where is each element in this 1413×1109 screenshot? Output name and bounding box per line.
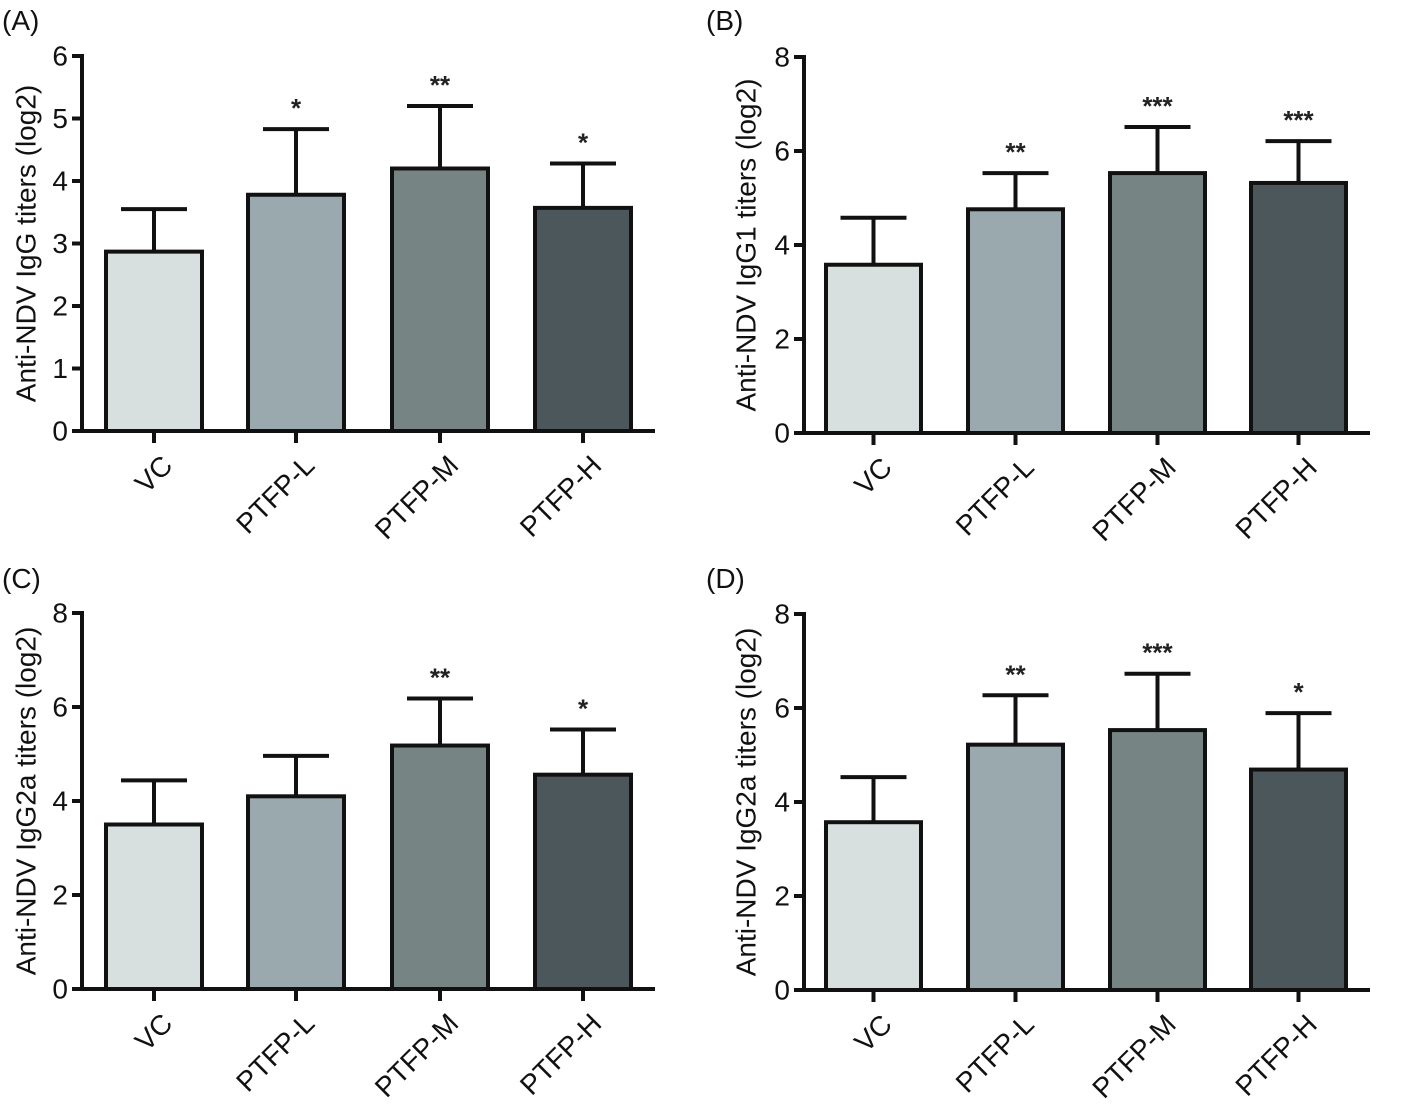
- panel-letter: (C): [2, 563, 41, 594]
- x-tick-label: PTFP-L: [950, 451, 1040, 541]
- significance-marker: *: [578, 694, 589, 724]
- bar-ptfp-m: [390, 166, 490, 433]
- y-tick-label: 0: [52, 416, 68, 447]
- bar-ptfp-l: [246, 794, 346, 991]
- y-tick-label: 2: [52, 880, 68, 911]
- y-tick-label: 2: [774, 324, 790, 355]
- bar-vc: [104, 822, 204, 991]
- significance-marker: **: [1005, 659, 1026, 689]
- y-tick-label: 6: [52, 692, 68, 723]
- y-tick-label: 0: [52, 974, 68, 1005]
- x-tick-label: PTFP-H: [1229, 1008, 1322, 1101]
- y-tick-label: 6: [52, 41, 68, 72]
- y-tick-label: 4: [52, 786, 68, 817]
- bar-ptfp-m: [1108, 728, 1207, 993]
- y-tick-label: 4: [774, 787, 790, 818]
- chart-panel-b: (B) Anti-NDV IgG1 titers (log2) VC ** PTFP-L…: [706, 5, 1370, 547]
- x-tick-label: VC: [848, 451, 897, 500]
- x-tick-label: PTFP-M: [1086, 1008, 1182, 1104]
- y-tick-label: 2: [52, 291, 68, 322]
- bar-ptfp-h: [533, 772, 633, 991]
- y-axis-label: Anti-NDV IgG1 titers (log2): [731, 79, 762, 412]
- significance-marker: **: [430, 70, 451, 100]
- y-tick-label: 5: [52, 103, 68, 134]
- y-tick-label: 2: [774, 881, 790, 912]
- bar-ptfp-m: [1108, 171, 1207, 435]
- bar-ptfp-l: [966, 207, 1065, 435]
- x-tick-label: PTFP-L: [230, 449, 320, 539]
- y-axis-label: Anti-NDV IgG2a titers (log2): [11, 627, 42, 976]
- y-tick-label: 4: [52, 166, 68, 197]
- chart-panel-d: (D) Anti-NDV IgG2a titers (log2) VC ** PTFP-…: [706, 563, 1370, 1104]
- x-tick-label: PTFP-H: [514, 1007, 607, 1100]
- significance-marker: **: [1005, 137, 1026, 167]
- x-tick-label: PTFP-H: [1229, 451, 1322, 544]
- y-tick-label: 8: [774, 42, 790, 73]
- panel-letter: (A): [2, 5, 39, 36]
- significance-marker: ***: [1142, 91, 1173, 121]
- y-tick-label: 6: [774, 136, 790, 167]
- bar-ptfp-h: [533, 205, 633, 433]
- x-tick-label: PTFP-L: [230, 1007, 320, 1097]
- significance-marker: **: [430, 663, 451, 693]
- bar-ptfp-l: [246, 192, 346, 433]
- bar-ptfp-m: [390, 743, 490, 991]
- y-tick-label: 0: [774, 418, 790, 449]
- x-tick-label: VC: [129, 1007, 178, 1056]
- x-tick-label: PTFP-M: [1086, 451, 1182, 547]
- x-tick-label: PTFP-M: [369, 449, 465, 545]
- y-tick-label: 8: [774, 599, 790, 630]
- x-tick-label: PTFP-L: [950, 1008, 1040, 1098]
- panel-letter: (D): [706, 563, 745, 594]
- y-tick-label: 8: [52, 598, 68, 629]
- x-tick-label: PTFP-M: [369, 1007, 465, 1103]
- y-tick-label: 0: [774, 975, 790, 1006]
- significance-marker: *: [291, 93, 302, 123]
- y-axis-label: Anti-NDV IgG titers (log2): [11, 85, 42, 402]
- bar-ptfp-h: [1249, 767, 1348, 992]
- x-tick-label: VC: [848, 1008, 897, 1057]
- bar-ptfp-h: [1249, 180, 1348, 435]
- panel-letter: (B): [706, 5, 743, 36]
- significance-marker: ***: [1283, 105, 1314, 135]
- x-tick-label: PTFP-H: [514, 449, 607, 542]
- bar-vc: [824, 262, 923, 435]
- significance-marker: *: [578, 128, 589, 158]
- significance-marker: *: [1293, 677, 1304, 707]
- y-tick-label: 3: [52, 228, 68, 259]
- bar-vc: [824, 820, 923, 993]
- bar-ptfp-l: [966, 742, 1065, 992]
- y-tick-label: 6: [774, 693, 790, 724]
- chart-panel-a: (A)Anti-NDV IgG titers (log2)VC*PTFP-L**…: [2, 5, 655, 545]
- chart-panel-c: (C) Anti-NDV IgG2a titers (log2) VC PTFP-L *…: [2, 563, 655, 1103]
- x-tick-label: VC: [129, 449, 178, 498]
- y-tick-label: 4: [774, 230, 790, 261]
- y-axis-label: Anti-NDV IgG2a titers (log2): [731, 628, 762, 977]
- significance-marker: ***: [1142, 638, 1173, 668]
- y-tick-label: 1: [52, 353, 68, 384]
- bar-vc: [104, 249, 204, 433]
